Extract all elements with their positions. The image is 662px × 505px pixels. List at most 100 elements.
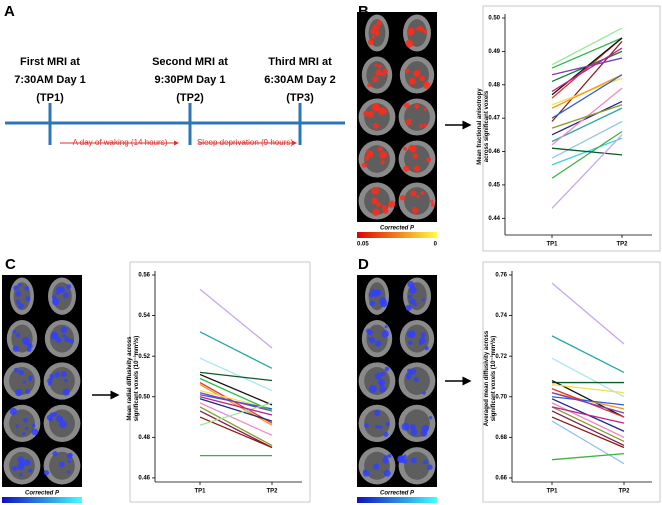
brain-slice-inner [407, 19, 427, 47]
significant-cluster [62, 334, 66, 338]
series-line [199, 288, 273, 349]
series-line [199, 398, 273, 422]
significant-cluster [382, 68, 388, 74]
significant-cluster [399, 195, 406, 201]
y-tick-label: 0.44 [488, 216, 500, 222]
significant-cluster [384, 455, 388, 459]
significant-cluster [12, 345, 19, 352]
interval-label: Sleep deprivation (9 hours) [197, 138, 293, 147]
timepoint-label: 9:30PM Day 1 [155, 74, 226, 86]
significant-cluster [368, 385, 377, 393]
y-tick-label: 0.70 [495, 394, 507, 400]
significant-cluster [362, 470, 370, 477]
y-tick-label: 0.54 [138, 313, 150, 319]
timepoint-label: Second MRI at [152, 56, 228, 68]
y-tick-label: 0.56 [138, 273, 150, 279]
significant-cluster [383, 431, 389, 437]
timepoint-label: Third MRI at [268, 56, 332, 68]
y-tick-label: 0.46 [138, 476, 150, 482]
significant-cluster [66, 284, 72, 290]
significant-cluster [421, 298, 425, 302]
significant-cluster [60, 371, 67, 378]
significant-cluster [9, 407, 17, 415]
significant-cluster [420, 191, 425, 196]
significant-cluster [54, 371, 61, 378]
brain-slice-inner [9, 409, 35, 438]
panel-label: D [358, 256, 369, 273]
significant-cluster [375, 30, 380, 35]
series-line [551, 357, 625, 398]
series-line [551, 134, 623, 209]
significant-cluster [405, 304, 412, 311]
series-line [551, 57, 623, 76]
significant-cluster [430, 202, 435, 207]
y-tick-label: 0.52 [138, 354, 150, 360]
significant-cluster [19, 461, 24, 466]
series-line [551, 27, 623, 66]
y-tick-label: 0.47 [488, 116, 500, 122]
series-line [199, 402, 273, 426]
significant-cluster [62, 388, 70, 396]
series-line [199, 410, 273, 449]
significant-cluster [15, 389, 23, 397]
significant-cluster [24, 388, 31, 394]
significant-cluster [379, 151, 388, 159]
brain-slice-inner [364, 409, 390, 438]
significant-cluster [421, 433, 425, 437]
significant-cluster [379, 297, 387, 305]
chart-frame [482, 261, 661, 503]
significant-cluster [376, 20, 383, 26]
x-tick-label: TP2 [266, 489, 278, 495]
x-tick-label: TP1 [546, 489, 558, 495]
significant-cluster [405, 118, 412, 126]
significant-cluster [419, 75, 425, 82]
significant-cluster [384, 366, 390, 372]
significant-cluster [407, 281, 415, 288]
y-axis-label: Mean fractional anisotropy [477, 88, 483, 165]
brain-slice-inner [404, 451, 430, 480]
significant-cluster [407, 368, 411, 373]
series-line [551, 282, 625, 345]
significant-cluster [377, 146, 383, 152]
significant-cluster [378, 425, 383, 430]
y-axis-label: across significant voxels [484, 90, 490, 162]
significant-cluster [64, 379, 68, 383]
brain-slice-inner [9, 367, 35, 395]
y-tick-label: 0.49 [488, 49, 500, 55]
series-line [551, 396, 625, 406]
significant-cluster [415, 27, 420, 31]
series-line [551, 416, 625, 449]
significant-cluster [64, 336, 70, 343]
significant-cluster [12, 329, 17, 334]
y-tick-label: 0.68 [495, 435, 507, 441]
significant-cluster [403, 102, 410, 109]
series-line [551, 406, 625, 442]
significant-cluster [372, 208, 380, 216]
significant-cluster [15, 332, 21, 338]
timepoint-label: 6:30AM Day 2 [264, 74, 336, 86]
significant-cluster [418, 123, 423, 128]
interval-label: A day of waking (14 hours) [73, 138, 168, 147]
series-line [551, 410, 625, 447]
x-tick-label: TP2 [618, 489, 630, 495]
significant-cluster [25, 296, 31, 302]
y-tick-label: 0.50 [138, 394, 150, 400]
significant-cluster [423, 107, 427, 111]
significant-cluster [372, 104, 380, 112]
significant-cluster [410, 190, 417, 197]
significant-cluster [427, 464, 433, 470]
significant-cluster [374, 63, 378, 67]
significant-cluster [49, 412, 55, 418]
series-line [551, 379, 625, 418]
significant-cluster [405, 39, 414, 48]
significant-cluster [13, 285, 19, 291]
series-line [551, 74, 623, 119]
significant-cluster [411, 206, 419, 214]
significant-cluster [364, 423, 369, 428]
timepoint-label: 7:30AM Day 1 [14, 74, 86, 86]
significant-cluster [28, 375, 33, 380]
significant-cluster [59, 461, 65, 468]
y-tick-label: 0.45 [488, 183, 500, 189]
x-tick-label: TP1 [194, 489, 206, 495]
